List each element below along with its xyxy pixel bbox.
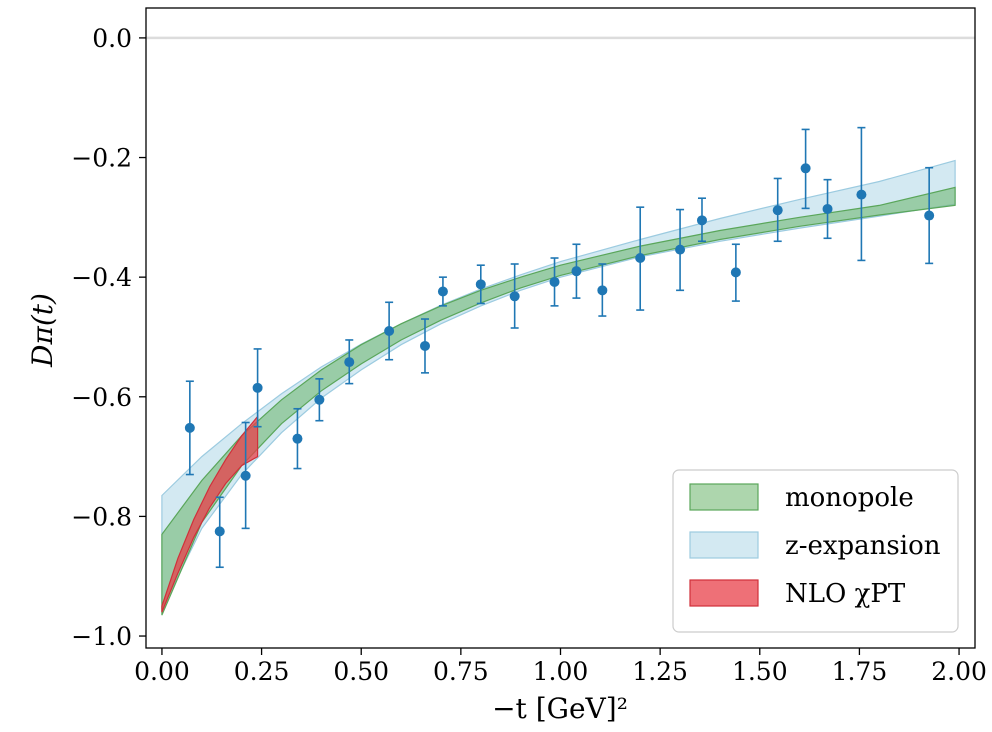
data-marker [314,394,325,405]
legend-label-z-expansion: z-expansion [785,531,941,561]
data-point [475,264,486,305]
data-point [384,301,395,361]
data-point [437,276,448,307]
data-marker [344,357,355,368]
data-point [214,496,225,569]
data-marker [184,422,195,433]
data-marker [696,215,707,226]
data-point [924,166,935,265]
data-marker [549,276,560,287]
data-points-layer [184,126,935,569]
data-marker [240,470,251,481]
legend-swatch-nlo-chipt [689,579,759,607]
x-axis: 0.00 0.25 0.50 0.75 1.00 1.25 1.50 1.75 2.00 [134,648,987,686]
data-marker [856,189,867,200]
data-marker [800,163,811,174]
data-point [597,263,608,317]
x-axis-label: −t [GeV]² [492,692,628,725]
data-marker [509,291,520,302]
data-point [344,339,355,385]
x-tick-label: 0.75 [433,657,489,686]
data-marker [571,266,582,277]
data-point [240,421,251,530]
x-tick-label: 0.00 [134,657,190,686]
data-point [509,263,520,329]
legend-label-nlo-chipt: NLO χPT [785,579,906,609]
data-marker [252,382,263,393]
data-point [635,206,646,311]
x-tick-label: 0.25 [234,657,290,686]
data-point [549,257,560,307]
legend-swatch-z-expansion [689,531,759,559]
data-point [675,208,686,292]
data-point [184,380,195,476]
data-point [571,243,582,299]
data-point [292,407,303,470]
data-marker [924,210,935,221]
x-tick-label: 1.50 [732,657,788,686]
data-point [696,197,707,243]
data-point [822,178,833,240]
data-marker [635,253,646,264]
data-point [800,128,811,210]
data-point [856,126,867,262]
x-tick-label: 1.75 [832,657,888,686]
data-point [730,243,741,302]
x-tick-label: 1.25 [632,657,688,686]
data-marker [419,340,430,351]
legend-swatch-monopole [689,483,759,511]
data-point [314,378,325,422]
data-marker [292,433,303,444]
data-marker [214,526,225,537]
y-tick-label: −1.0 [71,622,132,651]
data-marker [675,244,686,255]
y-tick-label: −0.2 [71,144,132,173]
y-axis-label: Dπ(t) [26,293,59,368]
x-tick-label: 1.00 [533,657,589,686]
data-point [419,318,430,374]
data-point [772,177,783,243]
data-marker [822,203,833,214]
data-marker [772,205,783,216]
y-tick-label: −0.6 [71,383,132,412]
y-tick-label: 0.0 [92,24,132,53]
legend-label-monopole: monopole [785,483,914,513]
data-marker [597,285,608,296]
y-tick-label: −0.4 [71,263,132,292]
data-point [252,348,263,428]
data-marker [475,279,486,290]
data-marker [730,267,741,278]
band-monopole [161,186,956,616]
bands-layer [161,159,956,616]
y-tick-label: −0.8 [71,502,132,531]
data-marker [437,286,448,297]
y-axis: 0.0 −0.2 −0.4 −0.6 −0.8 −1.0 [71,24,146,651]
x-tick-label: 2.00 [931,657,987,686]
x-tick-label: 0.50 [333,657,389,686]
band-nlo-pt [161,414,259,613]
data-marker [384,325,395,336]
legend: monopole z-expansion NLO χPT [672,469,959,633]
